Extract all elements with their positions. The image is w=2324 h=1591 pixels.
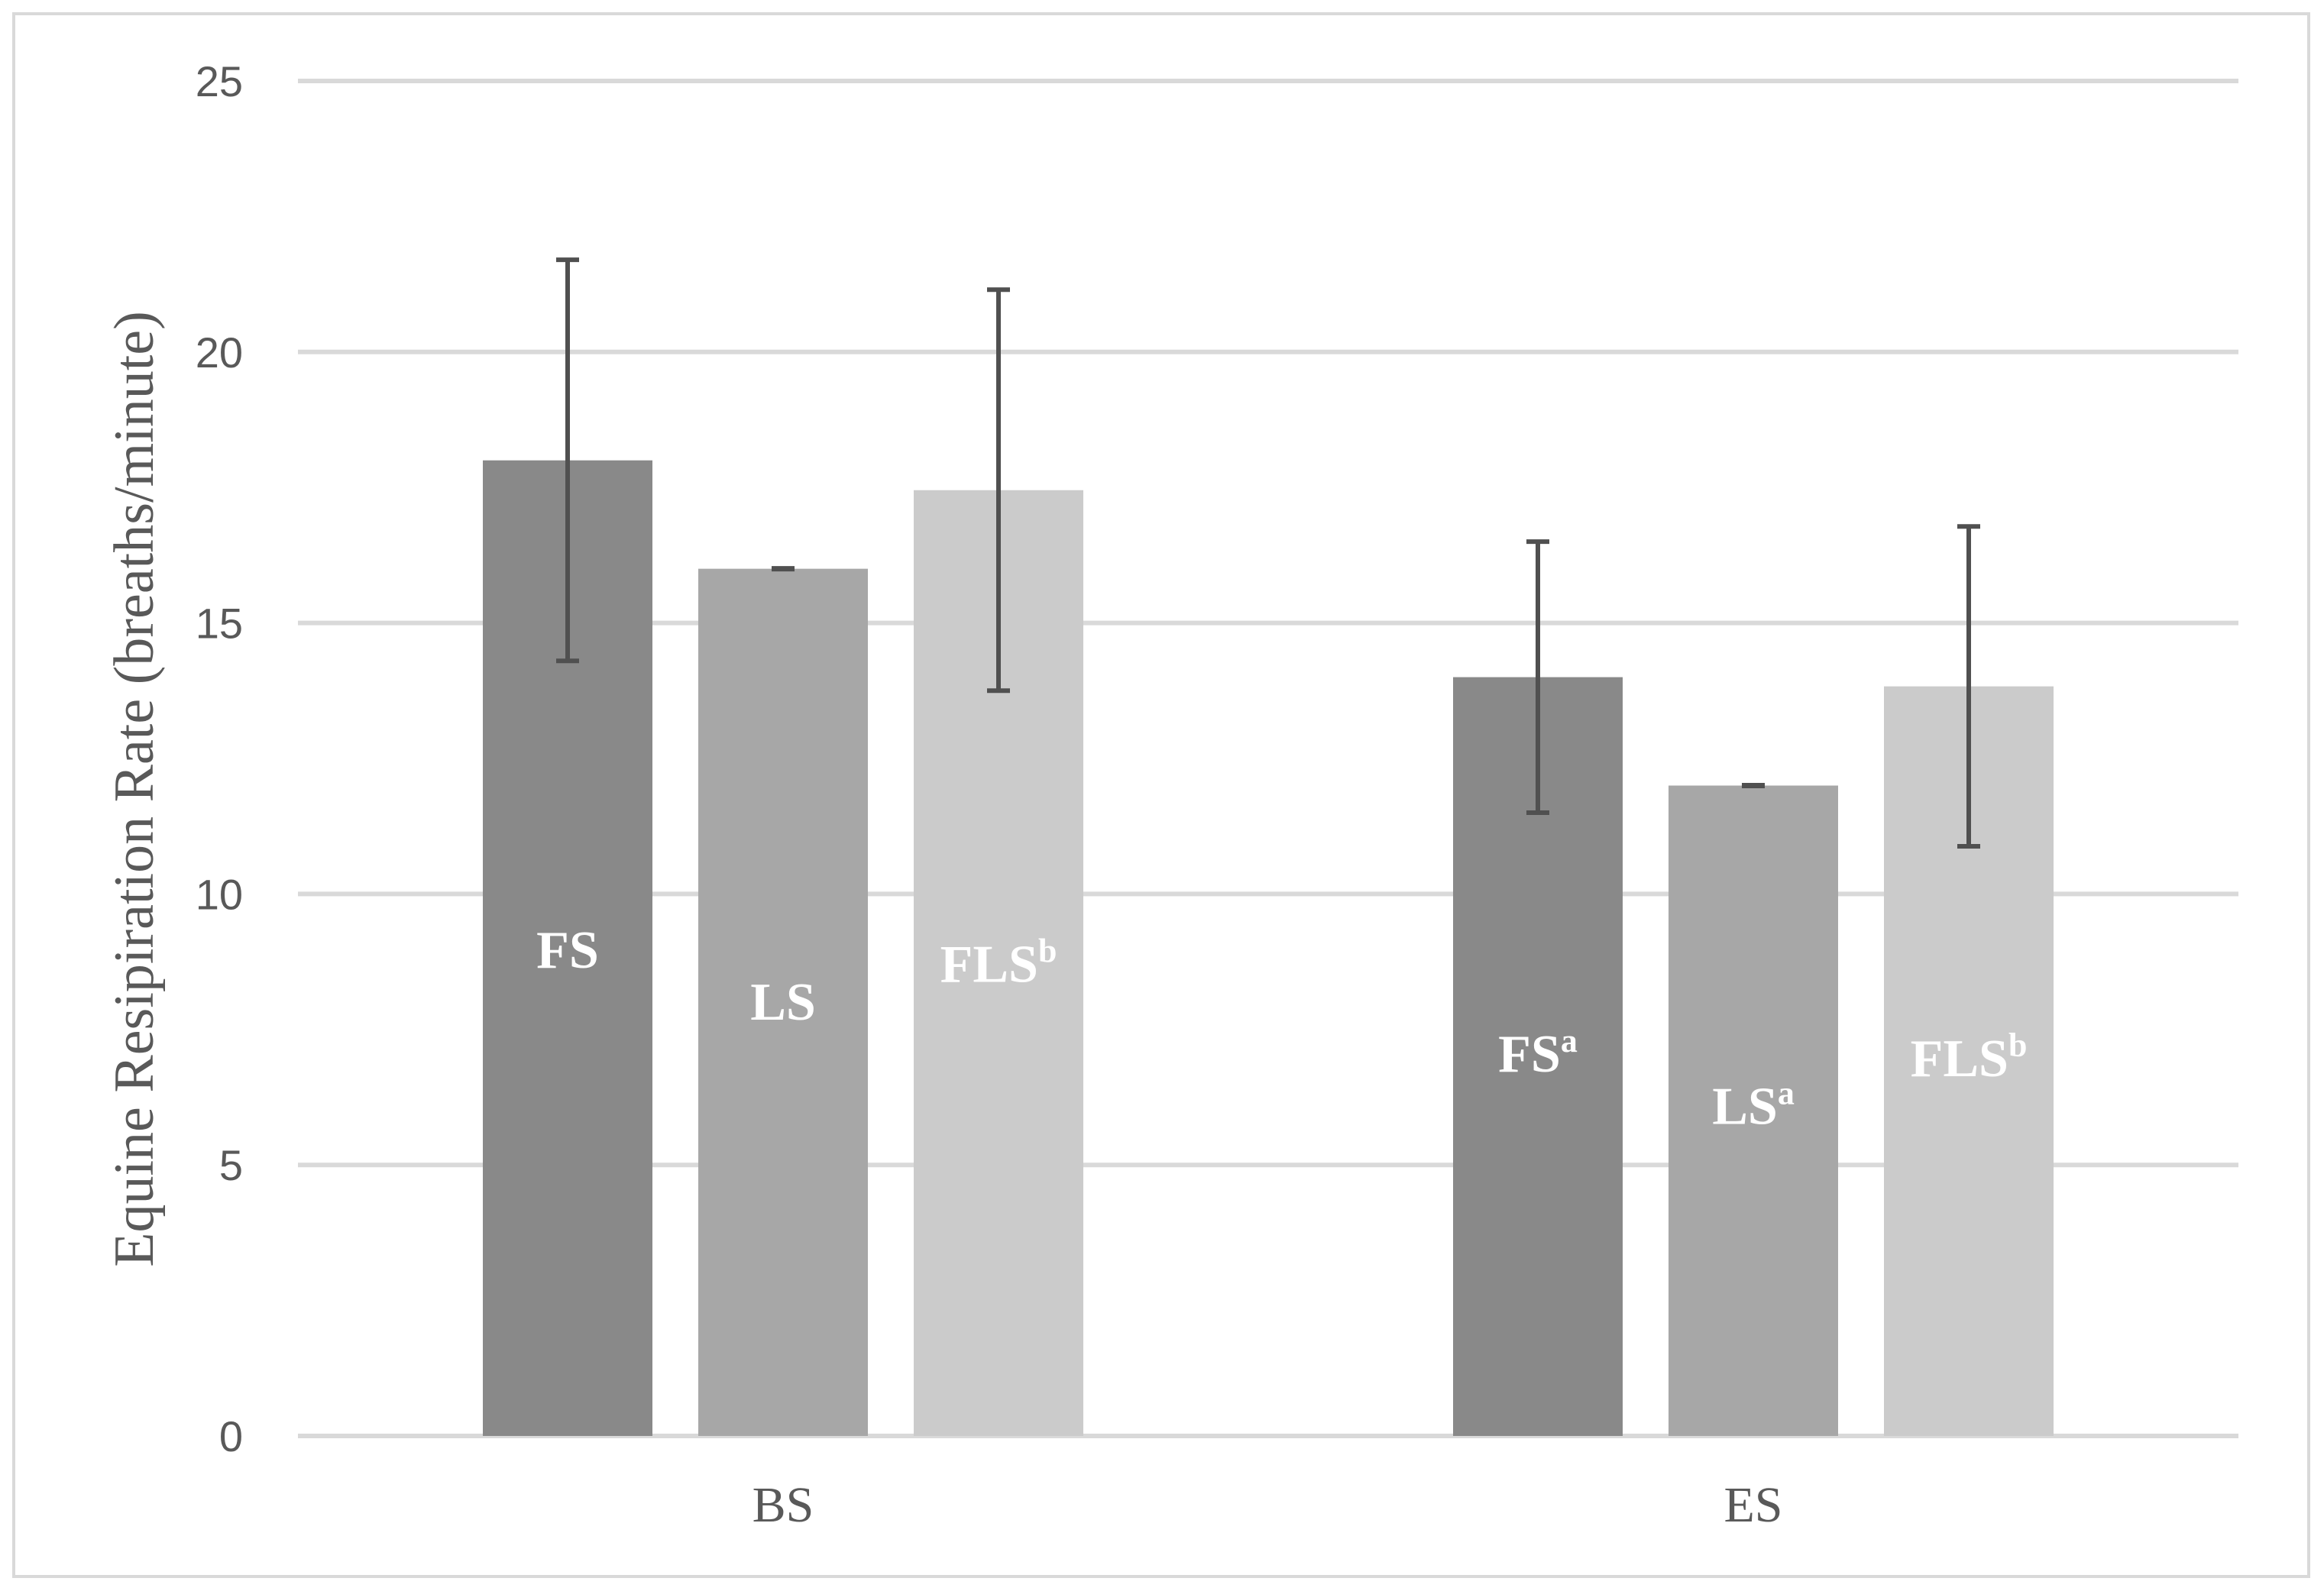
bar-label-text: FLS bbox=[1911, 1030, 2008, 1088]
bar-label-superscript: b bbox=[1038, 933, 1057, 970]
bar-label: LSa bbox=[1712, 1074, 1795, 1136]
bar-label-text: LS bbox=[750, 973, 816, 1032]
bar-label: FLSb bbox=[1911, 1027, 2028, 1088]
bar-label: FLSb bbox=[940, 933, 1057, 994]
bar-label-superscript: b bbox=[2008, 1027, 2027, 1064]
bar-label-superscript: a bbox=[1778, 1074, 1795, 1111]
bar-label-text: LS bbox=[1712, 1077, 1778, 1136]
x-category-label: BS bbox=[753, 1477, 814, 1533]
bar bbox=[1669, 785, 1838, 1436]
y-tick-label: 25 bbox=[196, 57, 243, 105]
bar-label-text: FLS bbox=[940, 936, 1038, 994]
bar-label: LS bbox=[750, 973, 816, 1032]
y-tick-label: 20 bbox=[196, 328, 243, 377]
bar-label: FSa bbox=[1498, 1022, 1578, 1084]
bar-label-text: FS bbox=[536, 921, 599, 980]
y-tick-label: 10 bbox=[196, 870, 243, 918]
bar-label-superscript: a bbox=[1561, 1022, 1578, 1059]
y-tick-label: 0 bbox=[219, 1412, 243, 1460]
bar-label-text: FS bbox=[1498, 1025, 1561, 1084]
x-category-label: ES bbox=[1724, 1477, 1782, 1533]
y-tick-label: 5 bbox=[219, 1141, 243, 1189]
bar-label: FS bbox=[536, 921, 599, 980]
bar bbox=[698, 568, 868, 1436]
y-axis-label: Equine Resipiration Rate (breaths/minute… bbox=[103, 311, 166, 1267]
y-tick-label: 15 bbox=[196, 600, 243, 648]
